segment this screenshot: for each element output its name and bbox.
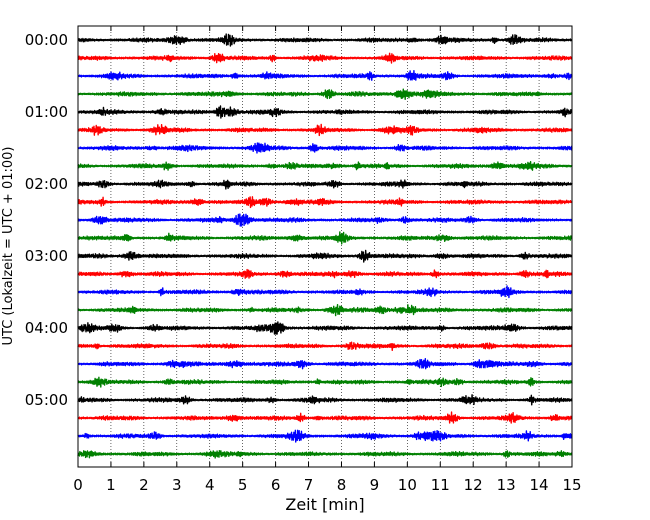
x-tick-label: 4 — [205, 476, 215, 494]
trace-line — [77, 341, 573, 352]
y-tick-label: 01:00 — [25, 103, 68, 121]
x-tick-label: 3 — [172, 476, 182, 494]
x-tick-label: 5 — [238, 476, 248, 494]
trace-line — [77, 88, 573, 101]
trace-line — [77, 411, 573, 424]
x-axis-ticks: 0 1 2 3 4 5 6 7 8 9 10 11 12 13 14 15 — [73, 26, 582, 494]
trace-line — [77, 249, 573, 263]
x-tick-label: 6 — [271, 476, 281, 494]
trace-line — [77, 449, 573, 459]
trace-line — [77, 160, 573, 171]
trace-line — [77, 52, 573, 64]
x-tick-label: 0 — [73, 476, 83, 494]
trace-line — [77, 231, 573, 245]
seismogram-traces — [77, 33, 573, 459]
trace-line — [77, 179, 573, 190]
y-tick-label: 03:00 — [25, 247, 68, 265]
trace-line — [77, 33, 573, 47]
x-tick-label: 13 — [497, 476, 516, 494]
trace-line — [77, 142, 573, 154]
trace-line — [77, 376, 573, 388]
trace-line — [77, 394, 573, 406]
x-tick-label: 9 — [370, 476, 380, 494]
y-tick-label: 05:00 — [25, 391, 68, 409]
trace-line — [77, 105, 573, 119]
trace-line — [77, 321, 573, 335]
x-tick-label: 2 — [139, 476, 149, 494]
trace-line — [77, 69, 573, 81]
trace-line — [77, 123, 573, 137]
x-tick-label: 15 — [562, 476, 581, 494]
x-tick-label: 14 — [530, 476, 549, 494]
y-axis-label: UTC (Lokalzeit = UTC + 01:00) — [1, 147, 16, 346]
x-tick-label: 1 — [106, 476, 116, 494]
trace-line — [77, 213, 573, 227]
y-tick-label: 00:00 — [25, 31, 68, 49]
y-tick-label: 04:00 — [25, 319, 68, 337]
x-axis-label: Zeit [min] — [285, 495, 364, 514]
x-tick-label: 10 — [398, 476, 417, 494]
trace-line — [77, 268, 573, 279]
x-tick-label: 8 — [337, 476, 347, 494]
y-axis-ticks: 00:00 01:00 02:00 03:00 04:00 05:00 — [25, 31, 572, 409]
x-tick-label: 12 — [464, 476, 483, 494]
trace-line — [77, 429, 573, 443]
trace-line — [77, 358, 573, 370]
y-tick-label: 02:00 — [25, 175, 68, 193]
trace-line — [77, 285, 573, 299]
x-tick-label: 11 — [431, 476, 450, 494]
x-tick-label: 7 — [304, 476, 314, 494]
trace-line — [77, 303, 573, 317]
trace-line — [77, 196, 573, 209]
plot-frame — [77, 25, 573, 468]
